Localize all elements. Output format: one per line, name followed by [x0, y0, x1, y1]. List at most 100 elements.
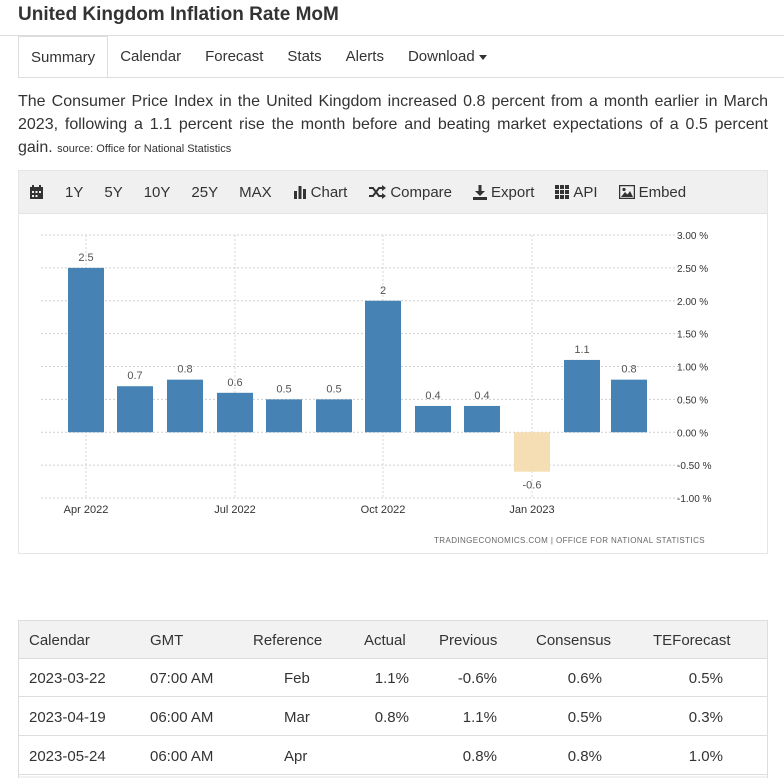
- range-10y[interactable]: 10Y: [143, 183, 171, 201]
- data-label: 0.7: [127, 370, 142, 382]
- source: source: Office for National Statistics: [57, 143, 231, 155]
- data-label: 0.8: [177, 364, 192, 376]
- embed-button[interactable]: Embed: [618, 183, 687, 201]
- calendar-table: Calendar GMT Reference Actual Previous C…: [18, 620, 768, 778]
- row-previous: 1.1%: [462, 709, 497, 726]
- bar: [217, 392, 253, 433]
- bar: [464, 405, 500, 433]
- title-bar: United Kingdom Inflation Rate MoM: [0, 0, 784, 36]
- chart-button-label: Chart: [310, 183, 348, 201]
- y-tick-label: 1.50 %: [677, 330, 708, 341]
- tab-bar: Summary Calendar Forecast Stats Alerts D…: [18, 36, 499, 78]
- row-consensus: 0.6%: [567, 670, 602, 687]
- y-tick-label: 1.00 %: [677, 363, 708, 374]
- header-calendar: Calendar: [29, 632, 90, 649]
- bar: [167, 379, 203, 433]
- row-gmt: 06:00 AM: [150, 709, 214, 726]
- chart-panel: 1Y 5Y 10Y 25Y MAX Chart Compare Export A…: [18, 170, 768, 554]
- tab-alerts[interactable]: Alerts: [345, 48, 384, 65]
- api-button-label: API: [573, 183, 598, 201]
- compare-button-label: Compare: [390, 183, 453, 201]
- row-reference: Apr: [284, 748, 308, 765]
- header-previous: Previous: [439, 632, 498, 649]
- bar: [564, 359, 600, 433]
- x-tick-label: Jan 2023: [509, 504, 554, 516]
- row-actual: 1.1%: [374, 670, 409, 687]
- source-label: source:: [57, 143, 94, 155]
- embed-button-label: Embed: [638, 183, 687, 201]
- header-consensus: Consensus: [536, 632, 612, 649]
- bar: [365, 300, 401, 433]
- description-text: The Consumer Price Index in the United K…: [18, 93, 768, 156]
- header-gmt: GMT: [150, 632, 184, 649]
- image-icon: [618, 185, 635, 199]
- export-button[interactable]: Export: [473, 184, 534, 201]
- row-reference: Mar: [284, 709, 310, 726]
- y-tick-label: 2.50 %: [677, 264, 708, 275]
- row-previous: -0.6%: [457, 670, 497, 687]
- range-5y[interactable]: 5Y: [104, 183, 123, 201]
- row-consensus: 0.8%: [567, 748, 602, 765]
- bar: [514, 432, 550, 472]
- y-tick-label: 3.00 %: [677, 231, 708, 242]
- download-icon: [473, 184, 488, 200]
- table-header: Calendar GMT Reference Actual Previous C…: [19, 621, 767, 659]
- data-label: 0.5: [276, 383, 291, 395]
- range-max[interactable]: MAX: [239, 183, 272, 201]
- table-row: 2023-03-22 07:00 AM Feb 1.1% -0.6% 0.6% …: [19, 659, 767, 697]
- export-button-label: Export: [491, 183, 535, 201]
- data-label: 0.6: [227, 377, 242, 389]
- tab-forecast[interactable]: Forecast: [205, 48, 264, 65]
- header-teforecast: TEForecast: [653, 632, 731, 649]
- range-25y[interactable]: 25Y: [191, 183, 219, 201]
- header-actual: Actual: [364, 632, 406, 649]
- row-date: 2023-04-19: [29, 709, 106, 726]
- api-button[interactable]: API: [555, 183, 598, 201]
- bar: [266, 399, 302, 433]
- row-teforecast: 0.3%: [688, 709, 723, 726]
- header-reference: Reference: [253, 632, 323, 649]
- data-label: 2.5: [78, 252, 93, 264]
- compare-button[interactable]: Compare: [368, 184, 452, 201]
- y-tick-label: -1.00 %: [677, 494, 712, 505]
- tab-download-label: Download: [407, 48, 475, 65]
- calendar-icon[interactable]: [29, 184, 44, 200]
- row-consensus: 0.5%: [567, 709, 602, 726]
- y-tick-label: 0.00 %: [677, 428, 708, 439]
- bar: [68, 267, 104, 433]
- tab-download[interactable]: Download: [396, 36, 499, 78]
- tab-stats[interactable]: Stats: [287, 48, 322, 65]
- chart-footer: TRADINGECONOMICS.COM | OFFICE FOR NATION…: [434, 536, 705, 545]
- tab-calendar[interactable]: Calendar: [120, 48, 182, 65]
- data-label: 1.1: [574, 344, 589, 356]
- range-1y[interactable]: 1Y: [65, 183, 84, 201]
- y-tick-label: 2.00 %: [677, 297, 708, 308]
- data-label: 0.4: [425, 390, 440, 402]
- y-tick-label: -0.50 %: [677, 461, 712, 472]
- table-row: 2023-05-24 06:00 AM Apr 0.8% 0.8% 1.0%: [19, 737, 767, 775]
- page-title: United Kingdom Inflation Rate MoM: [18, 4, 339, 25]
- row-date: 2023-05-24: [29, 748, 106, 765]
- bar: [415, 405, 451, 433]
- description: The Consumer Price Index in the United K…: [18, 90, 768, 161]
- x-tick-label: Apr 2022: [64, 504, 109, 516]
- row-reference: Feb: [284, 670, 310, 687]
- x-tick-label: Jul 2022: [214, 504, 256, 516]
- chart-button[interactable]: Chart: [293, 183, 348, 201]
- bar: [611, 379, 647, 433]
- table-row: 2023-04-19 06:00 AM Mar 0.8% 1.1% 0.5% 0…: [19, 698, 767, 736]
- data-label: 0.8: [621, 364, 636, 376]
- table-row: [19, 776, 767, 778]
- data-label: 2: [380, 285, 386, 297]
- bar-chart-icon: [293, 185, 307, 199]
- row-date: 2023-03-22: [29, 670, 106, 687]
- tabs-divider: [18, 77, 784, 78]
- row-actual: 0.8%: [374, 709, 409, 726]
- x-tick-label: Oct 2022: [361, 504, 406, 516]
- bar-chart: 3.00 % 2.50 % 2.00 % 1.50 % 1.00 % 0.50 % 0.00…: [41, 231, 712, 545]
- row-gmt: 06:00 AM: [150, 748, 214, 765]
- source-link[interactable]: Office for National Statistics: [96, 143, 232, 155]
- tab-summary[interactable]: Summary: [18, 36, 109, 78]
- data-label: 0.4: [474, 390, 489, 402]
- row-teforecast: 0.5%: [688, 670, 723, 687]
